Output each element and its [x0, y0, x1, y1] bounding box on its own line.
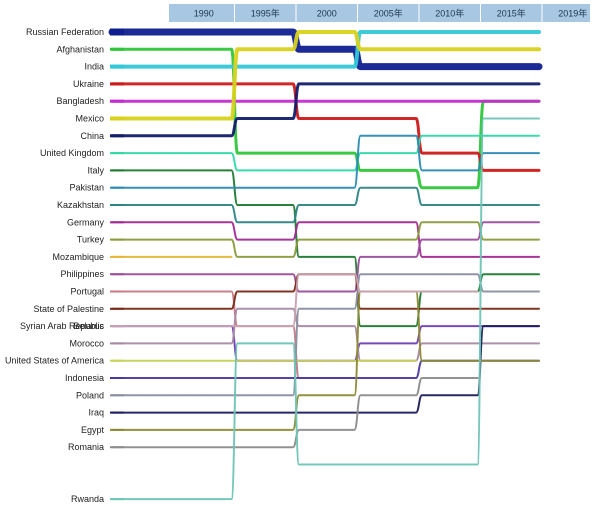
category-label: Russian Federation	[26, 27, 104, 37]
category-label: Ukraine	[73, 79, 104, 89]
period-header-band	[169, 4, 590, 22]
series-line	[111, 325, 540, 414]
series-line	[111, 221, 540, 258]
series-italy	[110, 169, 540, 328]
series-poland	[110, 273, 540, 397]
category-label: Italy	[87, 165, 104, 175]
period-label: 1990	[194, 9, 214, 19]
period-label: 2010年	[435, 8, 464, 19]
series-line	[111, 134, 540, 189]
series-lines	[108, 28, 543, 501]
category-label: Mexico	[75, 114, 104, 124]
period-label: 2005年	[374, 8, 403, 19]
category-label: Rwanda	[71, 494, 104, 504]
category-label: Belarus	[73, 321, 104, 331]
series-line	[111, 307, 540, 362]
series-turkey	[110, 221, 540, 258]
series-line	[111, 359, 540, 379]
category-label: State of Palestine	[33, 304, 104, 314]
series-rwanda	[110, 117, 540, 501]
category-label: Egypt	[81, 425, 105, 435]
category-label: Kazakhstan	[57, 200, 104, 210]
series-line	[110, 82, 541, 172]
category-label: Poland	[76, 390, 104, 400]
category-label: India	[84, 62, 104, 72]
period-label: 2000	[317, 9, 337, 19]
category-label: Mozambique	[52, 252, 104, 262]
category-label: Morocco	[69, 338, 104, 348]
period-label: 1995年	[251, 8, 280, 19]
category-label: Pakistan	[69, 183, 104, 193]
series-ukraine	[110, 82, 541, 172]
category-label: Indonesia	[65, 373, 104, 383]
category-labels: Russian Federation Afghanistan India Ukrain…	[5, 27, 105, 504]
category-label: Iraq	[88, 408, 104, 418]
series-china	[110, 82, 541, 138]
series-pakistan	[110, 134, 540, 189]
series-line	[111, 169, 540, 328]
series-line	[111, 221, 540, 293]
category-label: Bangladesh	[56, 96, 104, 106]
series-line	[111, 273, 479, 328]
category-label: Germany	[67, 217, 105, 227]
series-germany	[110, 221, 540, 258]
series-philippines	[110, 221, 540, 293]
series-syrian-arab-republic	[110, 273, 479, 328]
series-mexico	[110, 30, 541, 121]
series-line	[110, 30, 541, 121]
series-line	[110, 82, 541, 138]
series-indonesia	[110, 359, 540, 379]
category-label: Romania	[68, 442, 104, 452]
period-label: 2019年	[558, 8, 587, 19]
series-romania	[110, 377, 479, 449]
series-line	[111, 377, 479, 449]
category-label: United States of America	[5, 356, 104, 366]
series-line	[111, 221, 540, 258]
series-iraq	[110, 325, 540, 414]
series-line	[111, 290, 540, 431]
period-header: 1990 1995年 2000 2005年 2010年 2015年 2019年	[169, 4, 590, 22]
category-label: United Kingdom	[40, 148, 104, 158]
series-morocco	[110, 307, 540, 362]
category-label: China	[80, 131, 104, 141]
category-label: Syrian Arab Republic	[20, 321, 105, 331]
series-line	[111, 273, 540, 397]
series-line	[111, 117, 540, 501]
series-line	[111, 186, 540, 224]
category-label: Philippines	[60, 269, 104, 279]
category-label: Afghanistan	[56, 44, 104, 54]
category-label: Turkey	[77, 235, 105, 245]
series-kazakhstan	[110, 186, 540, 224]
series-egypt	[110, 290, 540, 431]
series-portugal	[110, 290, 356, 379]
period-label: 2015年	[497, 8, 526, 19]
category-label: Portugal	[70, 287, 104, 297]
